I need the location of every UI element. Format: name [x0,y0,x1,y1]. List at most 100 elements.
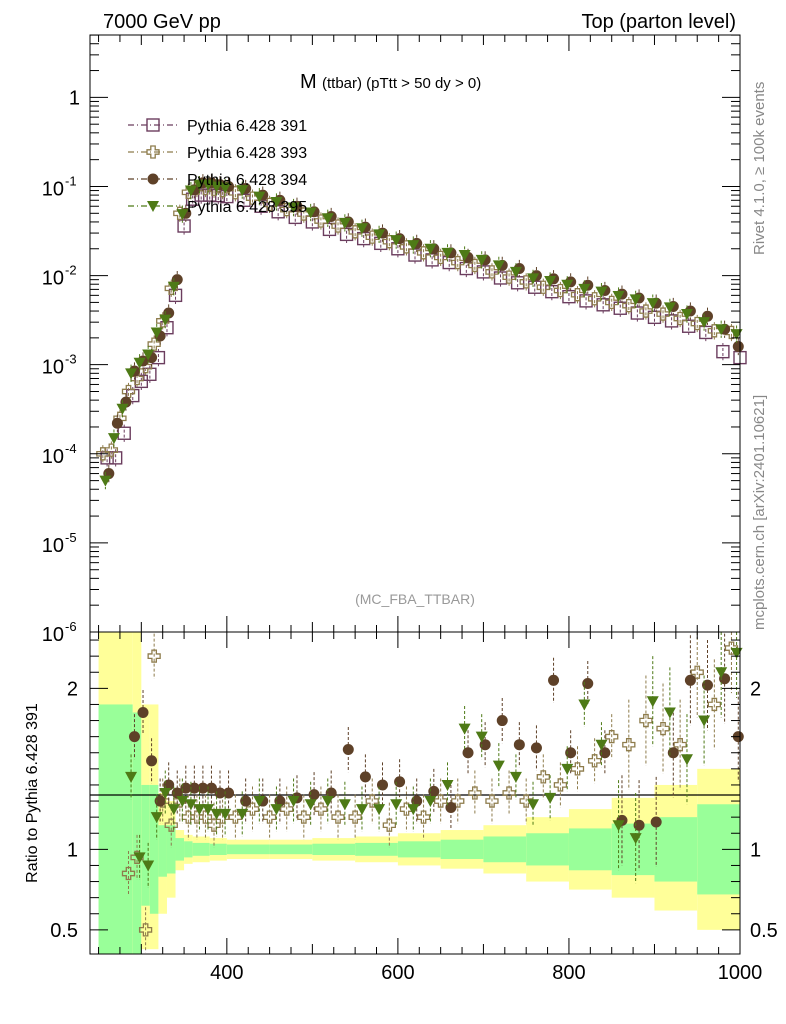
ratio-y-tick-label-left: 0.5 [50,920,78,942]
ratio-point [605,730,619,744]
ratio-point [138,923,153,937]
ratio-point [698,715,711,727]
y-tick-exponent: -1 [65,173,77,188]
ratio-point [599,747,611,759]
data-point [502,270,516,284]
data-point [121,384,136,399]
ratio-point [193,804,206,816]
ratio-point [223,787,235,799]
data-point [680,309,693,321]
ratio-y-label: Ratio to Pythia 6.428 391 [24,703,41,883]
ratio-point [184,799,197,811]
green-band-bin [397,841,441,858]
legend: Pythia 6.428 391 Pythia 6.428 393 Pythia 6… [128,118,307,216]
y-tick-exponent: -6 [65,619,77,634]
ratio-point [121,866,136,881]
ratio-point [308,789,320,801]
x-axis: 400 600 800 1000 [98,632,762,984]
ratio-point [163,779,175,791]
green-band-bin [158,825,167,877]
ratio-series-4 [125,632,743,888]
ratio-point [137,707,149,718]
data-point [147,337,161,351]
series-4 [99,175,743,490]
data-point [458,250,471,262]
data-point [612,291,625,303]
data-point [111,417,123,429]
ratio-point [724,641,739,655]
analysis-label: (MC_FBA_TTBAR) [355,591,475,607]
legend-item: Pythia 6.428 394 [128,172,307,189]
data-point [553,283,568,298]
ratio-point [125,771,138,783]
ratio-point [180,782,192,794]
ratio-point [496,715,508,727]
green-band-bin [226,844,270,855]
data-point [561,279,574,291]
ratio-point [245,802,260,816]
ratio-point [715,667,728,679]
ratio-point [133,852,146,864]
green-band-bin [149,784,159,914]
ratio-point [622,738,636,752]
ratio-frame [89,631,741,955]
ratio-point [228,810,243,824]
data-point [314,214,328,228]
data-point [390,235,403,247]
data-point [355,223,368,235]
main-series-layer [96,174,747,490]
ratio-point [561,763,574,775]
green-band-bin [166,825,176,874]
ratio-point [399,802,414,816]
data-point [475,254,488,266]
green-band-bin [184,841,193,858]
green-band-bin [654,817,698,882]
data-point [270,196,283,208]
legend-label: Pythia 6.428 393 [187,145,307,162]
ratio-point [176,796,189,808]
ratio-point [424,796,437,808]
y-tick-label: 1 [69,87,80,109]
ratio-point [154,795,166,807]
green-band-bin [209,843,227,855]
ratio-point [587,754,602,768]
data-point [434,250,448,265]
data-point [159,314,172,326]
ratio-point [167,804,180,816]
ratio-point [565,747,577,759]
ratio-point [492,760,505,772]
mcplots-label: mcplots.cern.ch [arXiv:2401.10621] [751,395,768,630]
ratio-point [684,674,696,686]
data-point [236,185,249,197]
ratio-point [377,779,388,791]
ratio-point [188,782,200,794]
ratio-y-axis: 0.5 0.5 1 1 2 2 [50,639,778,942]
data-point [176,209,189,221]
y-tick-label: 10 [42,268,64,290]
data-point [219,182,232,194]
ratio-point [325,787,337,799]
ratio-point [253,796,266,808]
ratio-point [544,792,557,804]
rivet-label: Rivet 4.1.0, ≥ 100k events [751,82,768,255]
data-point [125,368,138,380]
data-point [536,280,550,294]
ratio-point [147,649,161,663]
ratio-point [240,795,252,807]
y-tick-exponent: -2 [65,263,77,278]
x-tick-label: 400 [210,962,243,984]
uncertainty-bands [98,632,740,954]
green-band-bin [440,839,484,860]
ratio-point [407,804,420,816]
data-point [716,344,730,359]
data-point [656,307,670,321]
data-point [570,288,585,302]
ratio-point [458,723,471,735]
data-point [202,179,215,191]
ratio-point [441,779,454,791]
ratio-point [171,787,183,799]
ratio-point [348,810,362,824]
ratio-point [355,804,368,816]
main-panel: 10 -610 -510 -410 -310 -210 -11 M (ttbar) (pTt… [42,34,747,646]
